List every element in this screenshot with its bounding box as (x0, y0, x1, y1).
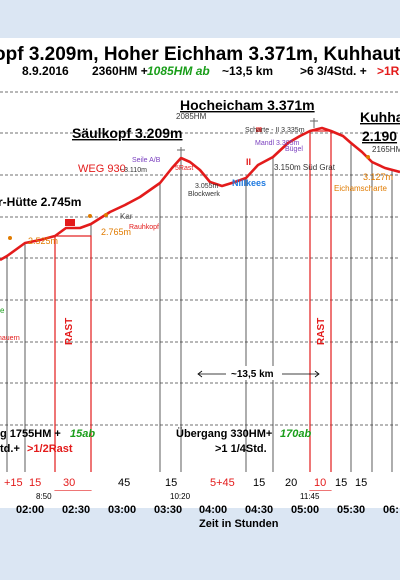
time-tick: 05:30 (337, 504, 365, 516)
segment-times-strip (0, 472, 400, 490)
rast5-label: 5Rast (175, 165, 193, 172)
segment-time: 45 (118, 477, 130, 489)
blockwerk-label: Blockwerk (188, 191, 220, 198)
buegel-label: Bügel (285, 146, 303, 153)
footer-left-line2: td.+ (0, 443, 20, 455)
segment-time: 15 (165, 477, 177, 489)
segment-times: +15 15 30 45 15 5+45 15 20 10 15 15 (4, 477, 367, 489)
hut-name: r-Hütte 2.745m (0, 195, 81, 209)
peak-hocheicham: Hocheicham 3.371m (180, 97, 315, 113)
waypoint-dot-d (366, 155, 370, 159)
time-axis-ticks: 02:00 02:30 03:00 03:30 04:00 04:30 05:0… (16, 504, 399, 516)
waypoint-dot-a (88, 214, 92, 218)
segment-time: 10 (314, 477, 326, 489)
hut-marker (65, 219, 75, 226)
left-e-label: e (0, 306, 5, 315)
weg-label: WEG 930 (78, 163, 126, 175)
footer-left-line1-extra: 15ab (70, 428, 95, 440)
time-tick: 04:00 (199, 504, 227, 516)
distance-label: ~13,5 km (231, 369, 274, 380)
segment-time: 15 (355, 477, 367, 489)
rast-label-b: RAST (316, 318, 327, 345)
eichamscharte-label: Eichamscharte (334, 184, 387, 193)
alt-3127-label: 3.127m (363, 172, 393, 182)
rauhkopf-label: Rauhkopf (129, 224, 159, 231)
time-tick: 03:00 (108, 504, 136, 516)
time-tick: 03:30 (154, 504, 182, 516)
segment-time: 20 (285, 477, 297, 489)
mandl-label: Mandl 3.305m (255, 140, 300, 147)
alt-2165-label: 2165HM (372, 145, 400, 154)
roman-iii-label: III (256, 127, 262, 134)
summit-cross-saeulkopf (177, 147, 185, 157)
alt-3110-label: ~3.110m (120, 167, 147, 174)
header-ascent: 2360HM + (92, 64, 148, 78)
clock-stamp: 8:50 (36, 492, 52, 501)
segment-time: 30 (63, 477, 75, 489)
distance-label-bg (226, 366, 282, 380)
roman-ii-label: II (246, 157, 251, 167)
seile-label: Seile A/B (132, 157, 161, 164)
time-tick: 02:30 (62, 504, 90, 516)
time-tick: 06: (383, 504, 399, 516)
peak-kuhhaut: Kuhha (360, 109, 400, 125)
rast-label-a: RAST (64, 318, 75, 345)
alt-2525-label: 2.525m (28, 236, 58, 246)
time-axis-title: Zeit in Stunden (199, 518, 279, 530)
header-duration-extra: >1R (377, 64, 400, 78)
waypoint-dot-c (8, 236, 12, 240)
clock-stamps: 8:50 10:20 11:45 (36, 492, 320, 501)
segment-time: 15 (29, 477, 41, 489)
footer-left-line2-extra: >1/2Rast (27, 443, 73, 455)
footer-mid-line2: >1 1/4Std. (215, 443, 267, 455)
segment-time: 15 (253, 477, 265, 489)
left-mauern-label: mauern (0, 335, 20, 342)
header-distance: ~13,5 km (222, 64, 273, 78)
time-tick: 05:00 (291, 504, 319, 516)
alt-3150-label: 3.150m Süd Grat (274, 163, 336, 172)
header-date: 8.9.2016 (22, 64, 69, 78)
time-tick: 02:00 (16, 504, 44, 516)
clock-stamp: 10:20 (170, 492, 191, 501)
diagram-area (0, 38, 400, 508)
footer-mid-line1-extra: 170ab (280, 428, 311, 440)
clock-stamp: 11:45 (300, 492, 320, 501)
summit-cross-hocheicham (310, 118, 318, 128)
footer-mid-line1: Übergang 330HM+ (176, 427, 272, 440)
scharte-label: Scharte - II 3.335m (245, 127, 305, 134)
horizontal-gridlines (0, 91, 400, 426)
peak-saeulkopf: Säulkopf 3.209m (72, 125, 183, 141)
header-title: opf 3.209m, Hoher Eichham 3.371m, Kuhhau… (0, 44, 400, 65)
segment-time: 15 (335, 477, 347, 489)
header-ascent-extra: 1085HM ab (147, 64, 210, 78)
alt-2085-label: 2085HM (176, 112, 207, 121)
kar-label: Kar (120, 212, 133, 221)
nillkees-label: Nillkees (232, 178, 266, 188)
time-tick: 04:30 (245, 504, 273, 516)
peak-kuhhaut-alt: 2.190 (362, 128, 397, 144)
segment-time: 5+45 (210, 477, 235, 489)
waypoint-dot-b (104, 213, 108, 217)
alt-2765-label: 2.765m (101, 227, 131, 237)
alt-3055-label: 3.055m (195, 183, 219, 190)
footer-left-line1: g 1755HM + (0, 428, 61, 440)
header-duration: >6 3/4Std. + (300, 64, 367, 78)
segment-time: +15 (4, 477, 23, 489)
elevation-profile-line (0, 126, 400, 262)
